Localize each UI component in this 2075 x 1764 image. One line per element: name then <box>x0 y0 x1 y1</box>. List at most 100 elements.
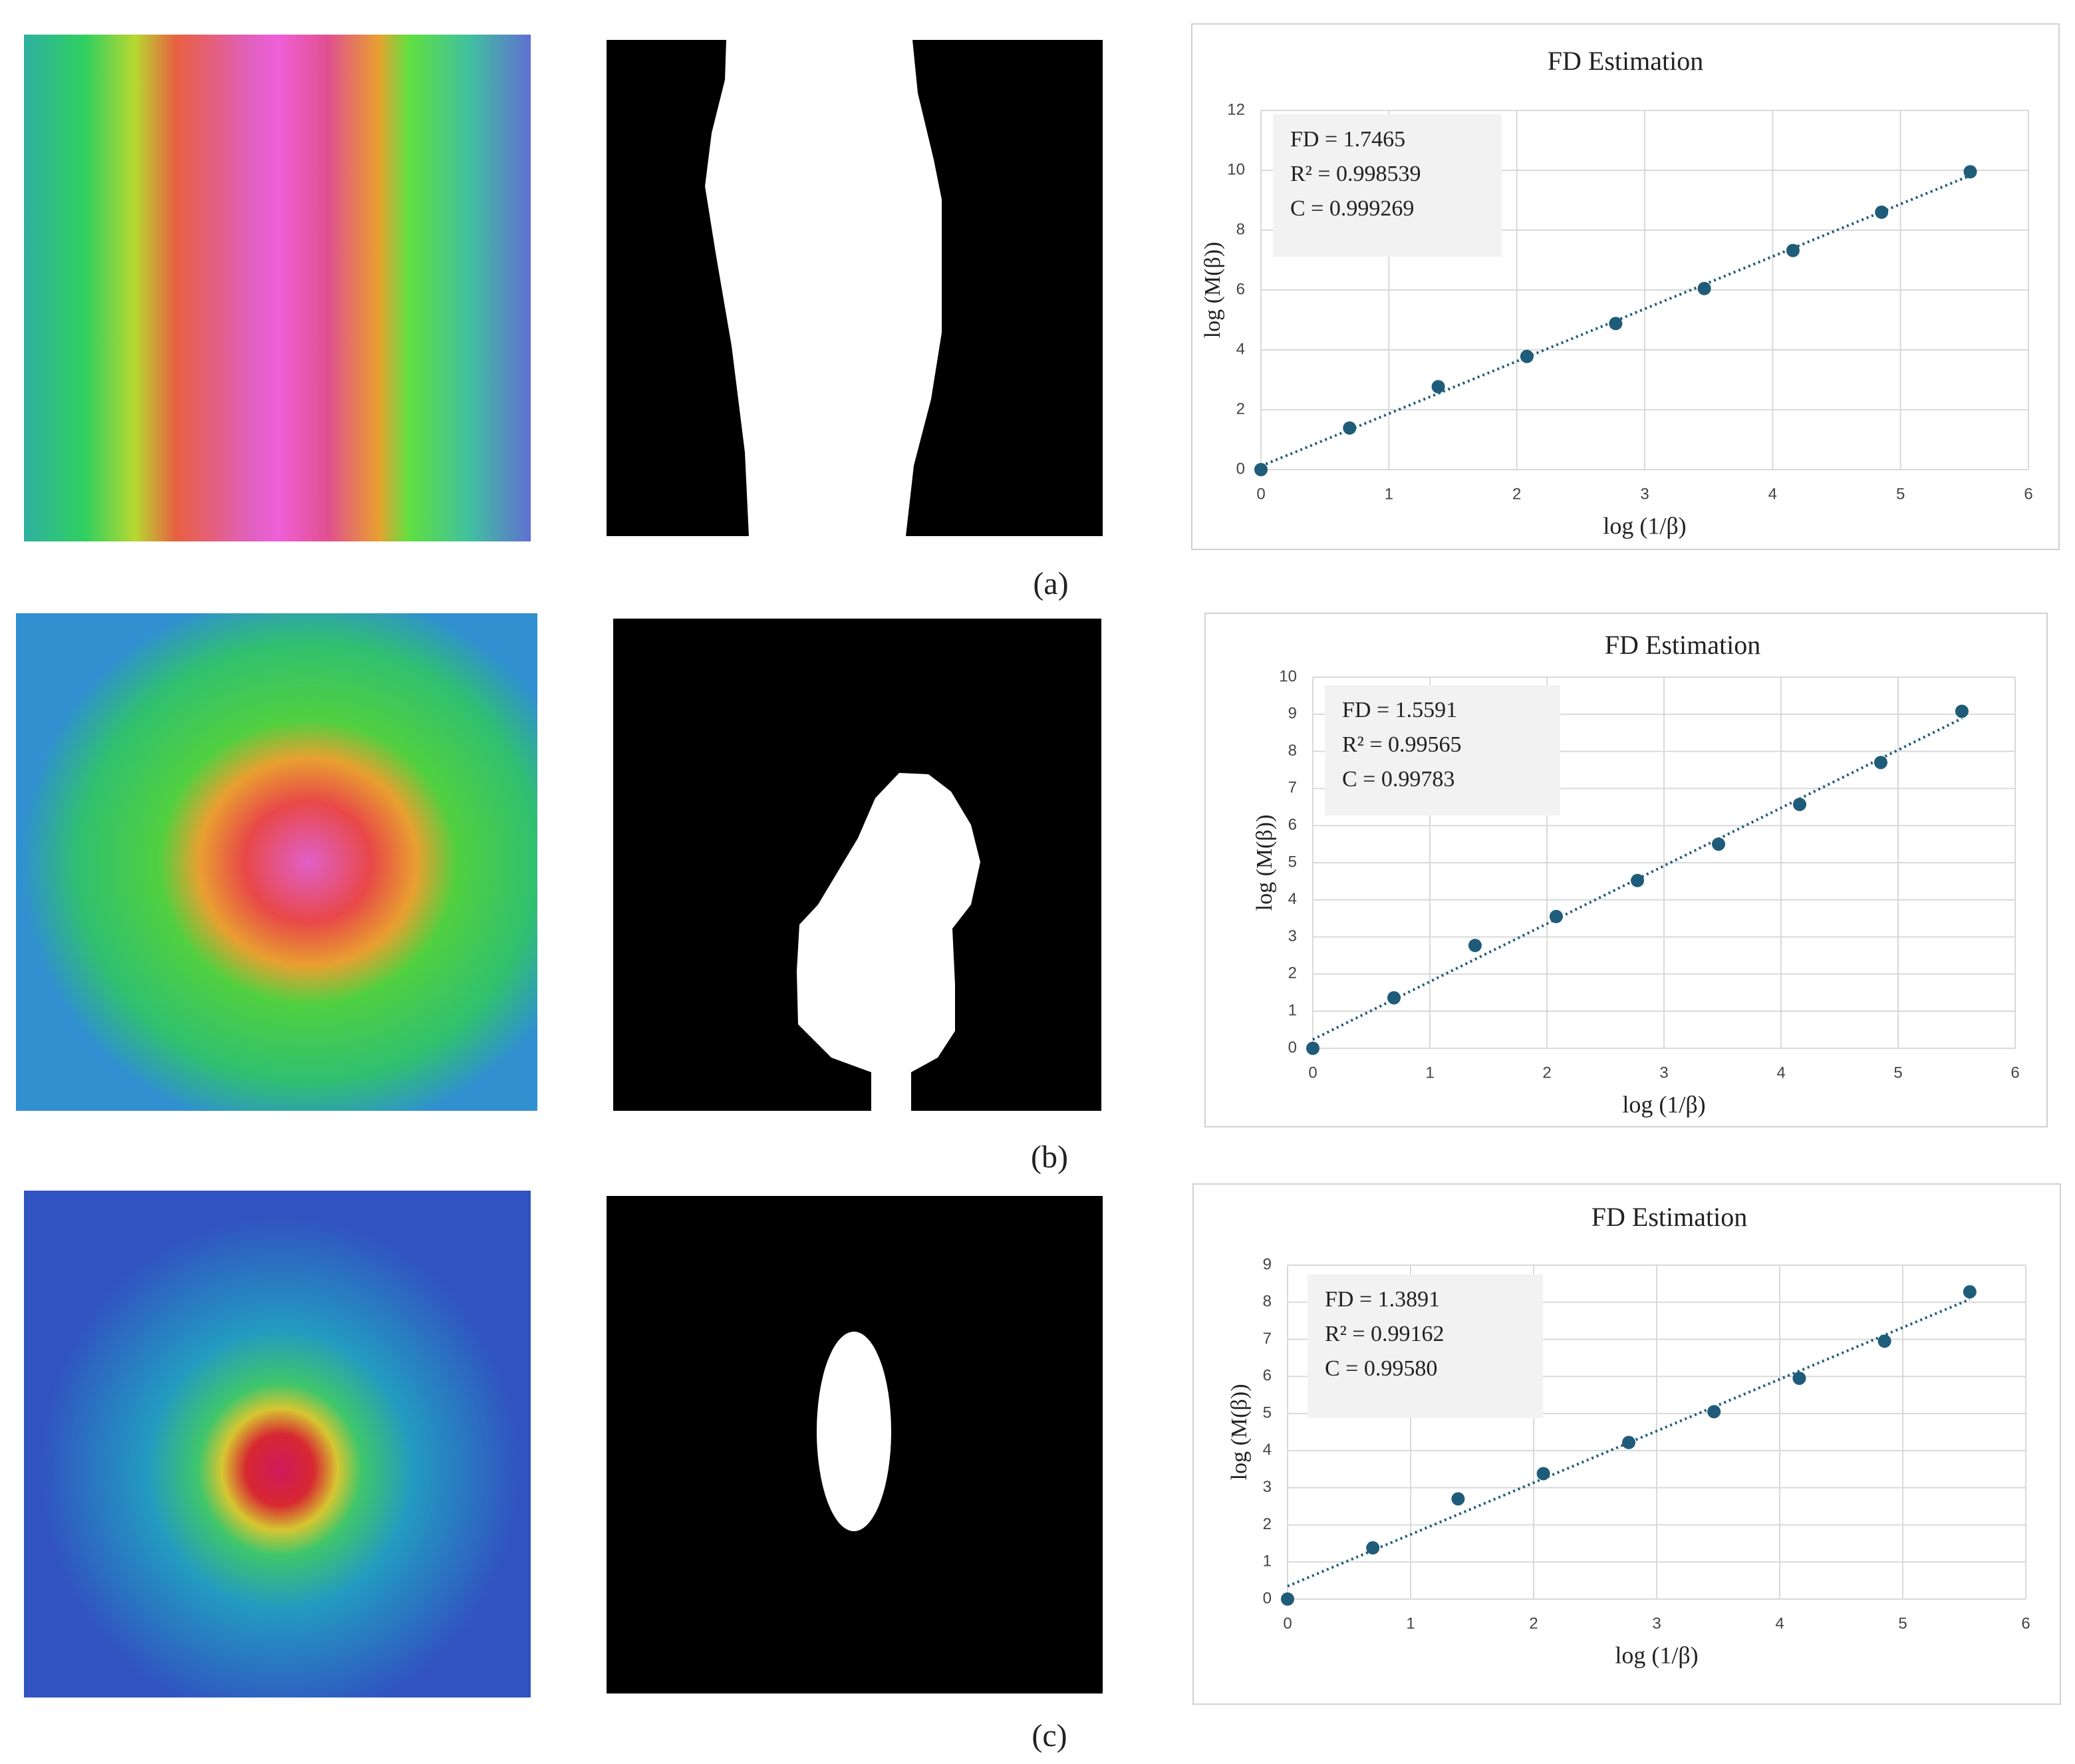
x-tick-label: 4 <box>1775 1614 1784 1632</box>
y-axis-label: log (M(β)) <box>1252 815 1277 911</box>
chart-title: FD Estimation <box>1591 1202 1747 1232</box>
annotation-box <box>1325 685 1560 815</box>
y-tick-label: 5 <box>1288 853 1297 871</box>
data-point <box>1955 704 1969 718</box>
y-tick-label: 9 <box>1263 1255 1272 1273</box>
data-point <box>1281 1592 1294 1606</box>
annotation: C = 0.99580 <box>1325 1356 1437 1381</box>
y-tick-label: 9 <box>1288 704 1297 722</box>
mask-region <box>705 40 942 536</box>
annotation-box <box>1308 1274 1543 1418</box>
panel-label: (b) <box>1031 1139 1068 1175</box>
data-point <box>1631 873 1645 887</box>
data-point <box>1712 837 1726 851</box>
annotation: FD = 1.3891 <box>1325 1287 1440 1312</box>
data-point <box>1366 1541 1380 1555</box>
y-tick-label: 10 <box>1227 160 1245 178</box>
annotation: C = 0.99783 <box>1342 767 1454 792</box>
data-point <box>1451 1492 1465 1506</box>
y-tick-label: 1 <box>1288 1002 1297 1020</box>
data-point <box>1609 317 1623 331</box>
data-point <box>1697 281 1711 295</box>
x-tick-label: 2 <box>1542 1064 1551 1082</box>
data-point <box>1343 421 1357 435</box>
x-tick-label: 2 <box>1512 485 1521 503</box>
x-tick-label: 1 <box>1425 1064 1434 1082</box>
y-tick-label: 3 <box>1263 1478 1272 1496</box>
data-point <box>1786 243 1800 257</box>
x-tick-label: 0 <box>1283 1614 1292 1632</box>
x-tick-label: 1 <box>1385 485 1393 503</box>
data-point <box>1873 756 1887 770</box>
y-tick-label: 2 <box>1263 1515 1272 1533</box>
y-tick-label: 0 <box>1236 460 1245 478</box>
x-axis-label: log (1/β) <box>1603 512 1686 539</box>
data-point <box>1254 463 1268 476</box>
chart-title: FD Estimation <box>1605 630 1760 660</box>
x-tick-label: 6 <box>2021 1614 2030 1632</box>
panel-label: (c) <box>1032 1718 1067 1753</box>
x-axis-label: log (1/β) <box>1622 1091 1705 1117</box>
x-axis-label: log (1/β) <box>1615 1642 1698 1668</box>
data-point <box>1875 206 1889 219</box>
data-point <box>1792 1372 1806 1386</box>
y-tick-label: 0 <box>1288 1038 1297 1056</box>
data-point <box>1468 939 1482 953</box>
x-tick-label: 3 <box>1652 1614 1661 1632</box>
x-tick-label: 4 <box>1768 485 1777 503</box>
x-tick-label: 0 <box>1256 485 1265 503</box>
annotation: R² = 0.998539 <box>1290 162 1421 186</box>
x-tick-label: 3 <box>1659 1064 1668 1082</box>
x-tick-label: 1 <box>1406 1614 1415 1632</box>
data-point <box>1536 1467 1550 1481</box>
y-tick-label: 8 <box>1263 1292 1272 1310</box>
y-tick-label: 6 <box>1236 280 1245 298</box>
y-tick-label: 6 <box>1263 1367 1272 1385</box>
data-point <box>1549 909 1563 923</box>
x-tick-label: 3 <box>1640 485 1649 503</box>
x-tick-label: 6 <box>2010 1064 2019 1082</box>
y-axis-label: log (M(β)) <box>1227 1384 1252 1481</box>
x-tick-label: 2 <box>1529 1614 1538 1632</box>
y-tick-label: 2 <box>1236 400 1245 418</box>
y-tick-label: 3 <box>1288 927 1297 945</box>
trendline <box>1287 1298 1971 1588</box>
x-tick-label: 5 <box>1898 1614 1907 1632</box>
y-tick-label: 8 <box>1288 742 1297 760</box>
y-tick-label: 7 <box>1288 779 1297 797</box>
data-point <box>1306 1042 1319 1055</box>
data-point <box>1792 798 1806 811</box>
data-point <box>1431 380 1445 394</box>
x-tick-label: 5 <box>1893 1064 1902 1082</box>
x-tick-label: 5 <box>1896 485 1905 503</box>
y-tick-label: 7 <box>1263 1330 1272 1348</box>
y-tick-label: 10 <box>1279 667 1297 685</box>
data-point <box>1963 1285 1977 1299</box>
x-tick-label: 0 <box>1308 1064 1317 1082</box>
annotation: R² = 0.99162 <box>1325 1322 1445 1346</box>
chart-frame <box>1191 23 2060 550</box>
heatmap-image <box>24 35 531 541</box>
heatmap-image <box>16 613 537 1111</box>
x-tick-label: 6 <box>2024 485 2032 503</box>
data-point <box>1520 349 1534 363</box>
data-point <box>1707 1405 1721 1419</box>
annotation: FD = 1.7465 <box>1290 127 1405 152</box>
y-tick-label: 4 <box>1236 340 1245 358</box>
data-point <box>1622 1435 1636 1449</box>
annotation: FD = 1.5591 <box>1342 698 1457 722</box>
panel-label: (a) <box>1033 566 1068 601</box>
chart-title: FD Estimation <box>1548 46 1703 76</box>
x-tick-label: 4 <box>1776 1064 1785 1082</box>
y-tick-label: 8 <box>1236 220 1245 238</box>
mask-region <box>817 1332 891 1531</box>
mask-region <box>797 773 980 1111</box>
y-axis-label: log (M(β)) <box>1200 242 1225 339</box>
annotation: R² = 0.99565 <box>1342 732 1462 757</box>
data-point <box>1877 1334 1891 1348</box>
y-tick-label: 12 <box>1227 100 1245 118</box>
data-point <box>1387 991 1401 1005</box>
data-point <box>1963 165 1977 179</box>
heatmap-overlay <box>24 1191 531 1697</box>
